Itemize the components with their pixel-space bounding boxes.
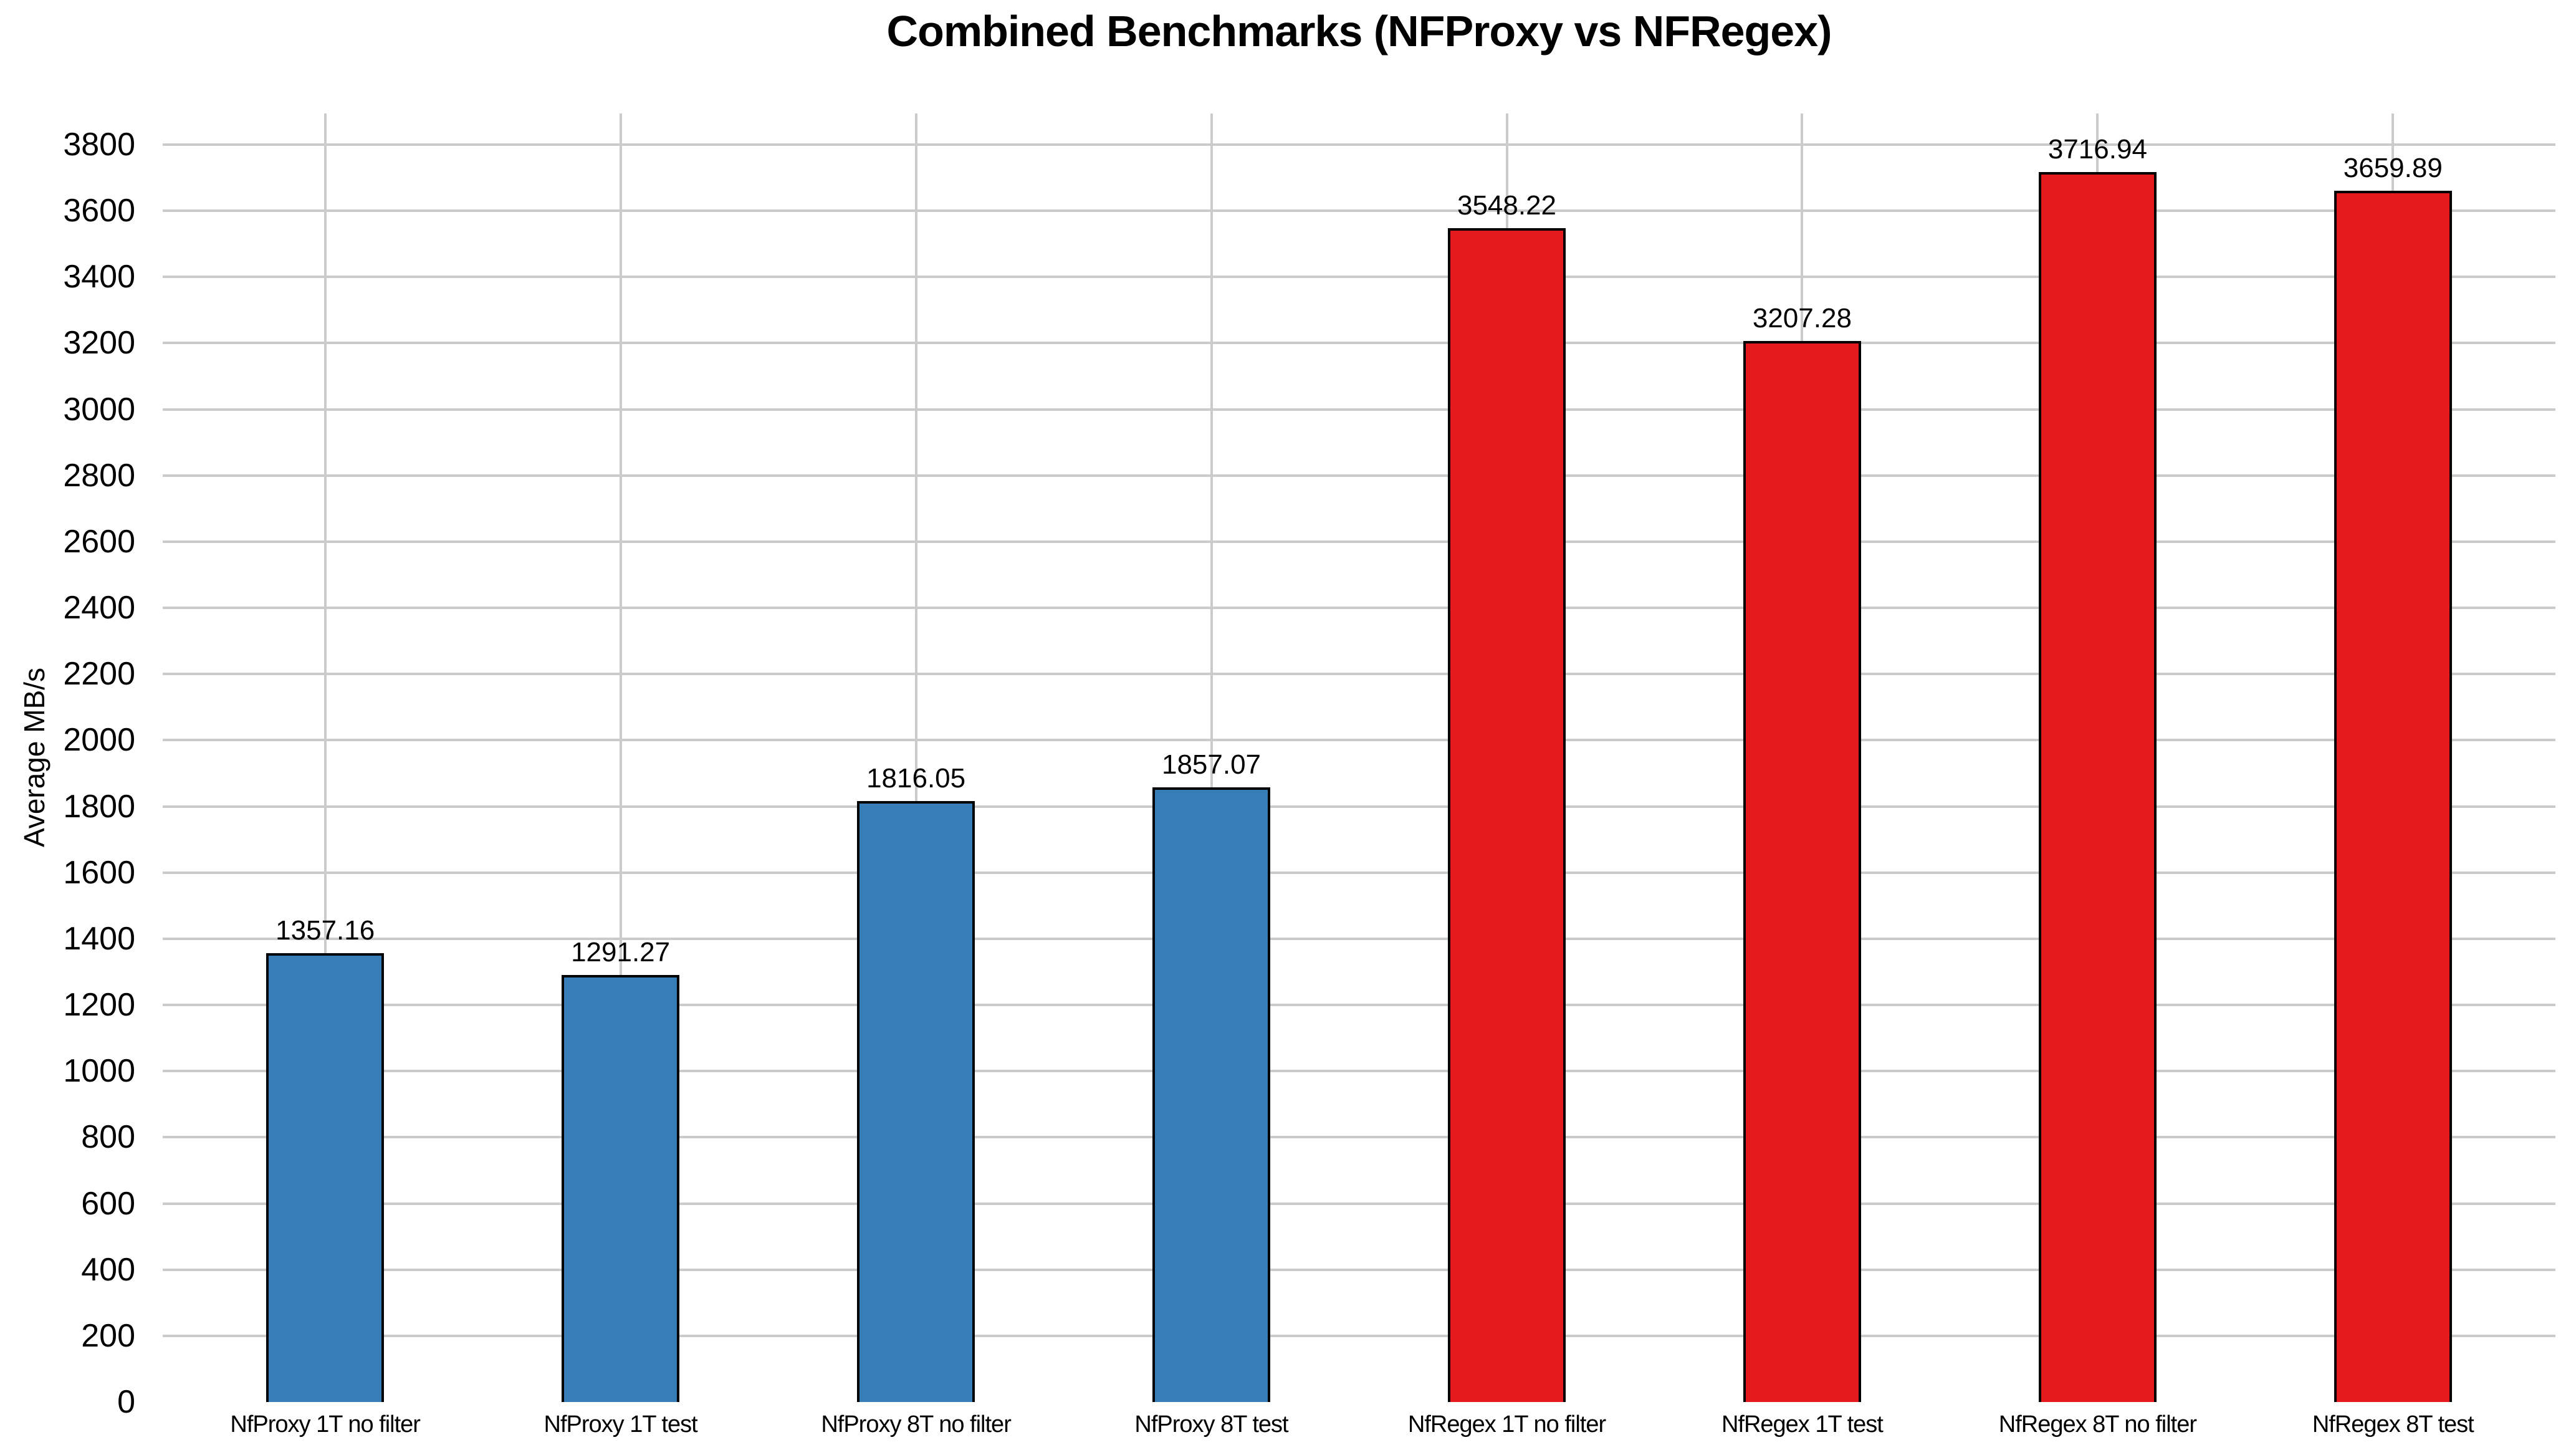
y-tick-label: 1800	[63, 788, 135, 825]
h-gridline	[163, 276, 2555, 279]
h-gridline	[163, 342, 2555, 345]
bar	[266, 953, 385, 1402]
x-tick-label: NfProxy 1T no filter	[230, 1411, 421, 1438]
y-tick-label: 3600	[63, 193, 135, 229]
v-gridline	[323, 113, 327, 1402]
y-tick-label: 3400	[63, 259, 135, 295]
v-gridline	[1210, 113, 1213, 1402]
bar	[2334, 191, 2453, 1402]
x-tick-label: NfRegex 8T no filter	[1998, 1411, 2197, 1438]
h-gridline	[163, 209, 2555, 213]
y-tick-label: 800	[81, 1119, 135, 1156]
bar	[1743, 340, 1862, 1402]
h-gridline	[163, 540, 2555, 543]
y-tick-label: 2200	[63, 656, 135, 693]
bar-value-label: 1816.05	[866, 763, 966, 794]
bar-value-label: 1857.07	[1161, 749, 1262, 780]
h-gridline	[163, 143, 2555, 146]
y-tick-label: 400	[81, 1251, 135, 1288]
y-tick-label: 2000	[63, 722, 135, 759]
y-tick-label: 3800	[63, 126, 135, 163]
y-tick-label: 0	[117, 1384, 135, 1420]
x-tick-label: NfProxy 1T test	[543, 1411, 698, 1438]
y-tick-label: 2800	[63, 457, 135, 494]
y-tick-label: 3000	[63, 391, 135, 428]
h-gridline	[163, 474, 2555, 477]
h-gridline	[163, 1202, 2555, 1205]
y-tick-label: 1600	[63, 854, 135, 891]
bar	[1447, 228, 1566, 1402]
h-gridline	[163, 871, 2555, 874]
h-gridline	[163, 1070, 2555, 1073]
bar-value-label: 3207.28	[1752, 302, 1852, 334]
x-tick-label: NfRegex 8T test	[2312, 1411, 2474, 1438]
bar	[561, 974, 680, 1402]
plot-area: 0 200 400 600 800 1000 1200 1400 1600 1800 2000 220…	[63, 113, 2555, 1438]
bar-value-label: 1357.16	[275, 915, 375, 946]
h-gridline	[163, 1268, 2555, 1271]
bar	[1152, 787, 1271, 1402]
h-gridline	[163, 1334, 2555, 1337]
h-gridline	[163, 739, 2555, 742]
bar-value-label: 3548.22	[1457, 190, 1557, 221]
h-gridline	[163, 673, 2555, 676]
bar-value-label: 3716.94	[2047, 134, 2147, 165]
bar-value-label: 1291.27	[571, 936, 671, 968]
bar-value-label: 3659.89	[2343, 153, 2443, 184]
h-gridline	[163, 1004, 2555, 1006]
y-tick-label: 600	[81, 1185, 135, 1222]
y-tick-label: 200	[81, 1317, 135, 1354]
x-tick-label: NfProxy 8T no filter	[821, 1411, 1012, 1438]
y-tick-label: 3200	[63, 325, 135, 362]
y-tick-label: 1200	[63, 987, 135, 1023]
y-axis-label: Average MB/s	[18, 667, 50, 848]
x-tick-label: NfRegex 1T no filter	[1407, 1411, 1606, 1438]
h-gridline	[163, 607, 2555, 609]
h-gridline	[163, 1136, 2555, 1139]
h-gridline	[163, 408, 2555, 411]
v-gridline	[914, 113, 917, 1402]
x-tick-label: NfRegex 1T test	[1721, 1411, 1884, 1438]
y-tick-label: 2600	[63, 523, 135, 560]
bar	[2038, 172, 2157, 1402]
y-tick-label: 1000	[63, 1053, 135, 1090]
y-tick-label: 2400	[63, 590, 135, 626]
h-gridline	[163, 937, 2555, 940]
bar	[856, 801, 975, 1402]
h-gridline	[163, 805, 2555, 808]
chart-title: Combined Benchmarks (NFProxy vs NFRegex)	[886, 7, 1832, 55]
v-gridline	[619, 113, 622, 1402]
x-tick-label: NfProxy 8T test	[1134, 1411, 1288, 1438]
y-tick-label: 1400	[63, 920, 135, 957]
